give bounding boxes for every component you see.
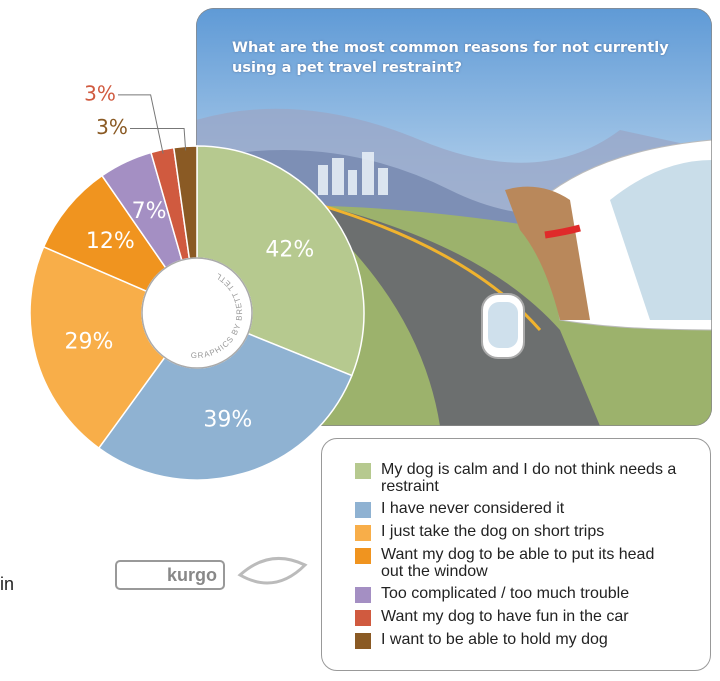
legend-label: I just take the dog on short trips <box>381 523 605 540</box>
data-label: 3% <box>96 115 128 139</box>
aaa-logo <box>237 557 308 585</box>
legend-label: I want to be able to hold my dog <box>381 631 608 648</box>
data-label: 29% <box>65 330 114 355</box>
data-label: 7% <box>132 199 167 224</box>
legend-item: I have never considered it <box>355 500 710 518</box>
legend-label: Too complicated / too much trouble <box>381 585 630 602</box>
donut-hole <box>141 257 253 369</box>
chart-title: What are the most common reasons for not… <box>232 40 669 76</box>
data-label: 12% <box>86 229 135 254</box>
legend-label: My dog is calm and I do not think needs … <box>381 461 677 495</box>
legend-item: I want to be able to hold my dog <box>355 631 710 649</box>
logo: kurgo <box>115 560 225 590</box>
legend-item: Want my dog to be able to put its head o… <box>355 546 710 580</box>
legend-item: My dog is calm and I do not think needs … <box>355 461 710 495</box>
legend-swatch <box>355 525 371 541</box>
cut-text: in <box>0 574 15 594</box>
data-label: 42% <box>265 237 314 262</box>
legend-swatch <box>355 633 371 649</box>
legend-swatch <box>355 502 371 518</box>
data-label: 39% <box>203 408 252 433</box>
legend-swatch <box>355 548 371 564</box>
legend-item: Want my dog to have fun in the car <box>355 608 710 626</box>
legend-item: Too complicated / too much trouble <box>355 585 710 603</box>
legend-label: Want my dog to have fun in the car <box>381 608 629 625</box>
legend-label: Want my dog to be able to put its head o… <box>381 546 655 580</box>
donut: 42%39%29%12%7%3%3%Graphics by Brett Tetl… <box>0 0 365 481</box>
leader-line <box>118 94 164 154</box>
legend-item: I just take the dog on short trips <box>355 523 710 541</box>
leader-line <box>130 127 187 151</box>
legend: My dog is calm and I do not think needs … <box>321 438 711 671</box>
legend-swatch <box>355 610 371 626</box>
legend-swatch <box>355 463 371 479</box>
legend-swatch <box>355 587 371 603</box>
data-label: 3% <box>84 81 116 105</box>
legend-label: I have never considered it <box>381 500 565 517</box>
